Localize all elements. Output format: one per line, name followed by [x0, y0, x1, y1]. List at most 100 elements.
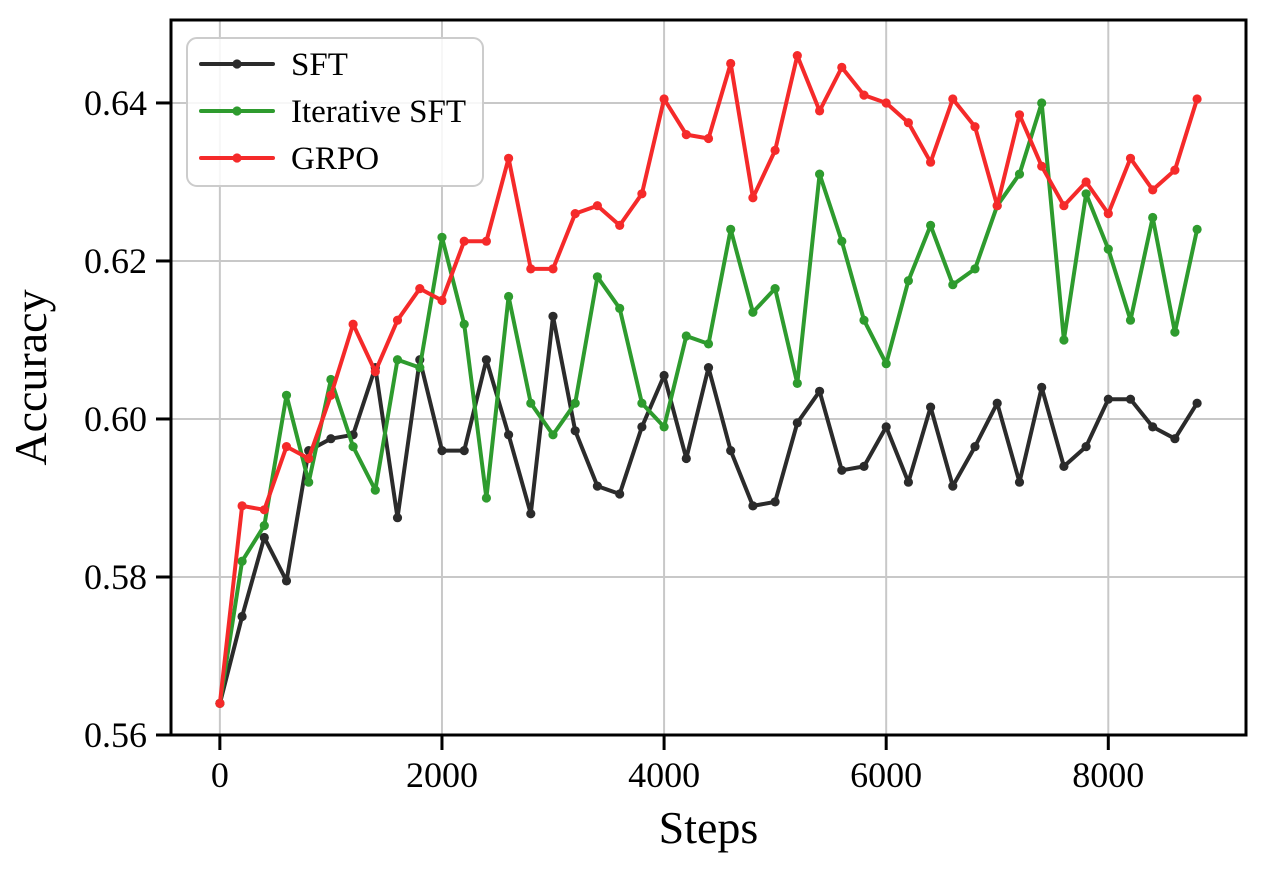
- legend-label-sft: SFT: [291, 47, 348, 83]
- legend-label-grpo: GRPO: [291, 141, 379, 177]
- data-point-sft: [903, 477, 914, 487]
- data-point-sft: [592, 481, 603, 491]
- data-point-grpo: [881, 98, 891, 108]
- data-point-sft: [837, 465, 847, 475]
- data-point-grpo: [215, 698, 225, 709]
- data-point-iterative-sft: [304, 477, 314, 487]
- data-point-iterative-sft: [637, 398, 647, 408]
- legend-box: [186, 37, 484, 187]
- data-point-iterative-sft: [1103, 244, 1113, 254]
- data-point-iterative-sft: [570, 398, 580, 408]
- data-point-iterative-sft: [859, 315, 869, 325]
- data-point-iterative-sft: [770, 284, 780, 294]
- data-point-iterative-sft: [1125, 315, 1136, 325]
- data-point-iterative-sft: [504, 291, 514, 302]
- x-tick-label: 8000: [1072, 755, 1144, 795]
- x-axis-label: Steps: [659, 802, 759, 853]
- data-point-grpo: [992, 201, 1002, 211]
- data-point-grpo: [481, 236, 491, 246]
- data-point-iterative-sft: [481, 493, 491, 503]
- data-point-grpo: [1081, 177, 1091, 187]
- data-point-iterative-sft: [615, 303, 625, 313]
- data-point-grpo: [281, 442, 292, 452]
- data-point-sft: [1170, 434, 1180, 444]
- data-point-sft: [637, 422, 647, 432]
- legend-marker: [232, 153, 242, 163]
- data-point-grpo: [970, 122, 980, 132]
- data-point-sft: [1059, 461, 1069, 471]
- y-tick-label: 0.56: [84, 715, 147, 755]
- data-point-iterative-sft: [437, 232, 447, 242]
- data-point-iterative-sft: [1081, 189, 1091, 199]
- legend-marker: [232, 59, 242, 69]
- data-point-sft: [659, 370, 669, 381]
- data-point-iterative-sft: [748, 307, 758, 317]
- data-point-grpo: [1014, 110, 1025, 120]
- data-point-iterative-sft: [1059, 335, 1069, 345]
- data-point-grpo: [504, 153, 514, 163]
- data-point-sft: [615, 489, 625, 499]
- data-point-sft: [237, 611, 247, 622]
- data-point-iterative-sft: [281, 390, 292, 400]
- data-point-iterative-sft: [703, 339, 714, 349]
- data-point-iterative-sft: [237, 556, 247, 566]
- data-point-iterative-sft: [1148, 212, 1158, 223]
- data-point-sft: [748, 501, 758, 511]
- data-point-grpo: [681, 130, 691, 140]
- data-point-sft: [970, 442, 980, 452]
- data-point-iterative-sft: [1037, 98, 1047, 108]
- data-point-iterative-sft: [459, 319, 469, 329]
- legend-marker: [232, 106, 242, 116]
- data-point-grpo: [304, 453, 314, 464]
- data-point-grpo: [703, 133, 714, 144]
- data-point-sft: [259, 532, 269, 543]
- data-point-sft: [948, 481, 958, 491]
- data-point-sft: [681, 453, 691, 464]
- data-point-sft: [1103, 394, 1113, 404]
- data-point-grpo: [526, 264, 536, 274]
- data-point-grpo: [615, 220, 625, 230]
- data-point-iterative-sft: [926, 220, 936, 230]
- data-point-sft: [1081, 442, 1091, 452]
- data-point-sft: [326, 434, 336, 444]
- data-point-sft: [548, 311, 558, 321]
- data-point-grpo: [659, 94, 669, 104]
- data-point-grpo: [926, 157, 936, 167]
- data-point-sft: [570, 426, 580, 436]
- data-point-sft: [1014, 477, 1025, 487]
- data-point-grpo: [570, 209, 580, 219]
- data-point-grpo: [237, 501, 247, 511]
- data-point-sft: [1125, 394, 1136, 404]
- data-point-grpo: [437, 295, 447, 306]
- y-tick-label: 0.60: [84, 399, 147, 439]
- data-point-sft: [504, 430, 514, 440]
- data-point-grpo: [392, 315, 403, 325]
- data-point-iterative-sft: [881, 359, 891, 369]
- data-point-grpo: [1148, 185, 1158, 195]
- data-point-grpo: [1103, 209, 1113, 219]
- data-point-grpo: [770, 145, 780, 155]
- data-point-sft: [770, 497, 780, 507]
- data-point-grpo: [815, 106, 825, 116]
- data-point-sft: [1192, 398, 1202, 408]
- data-point-sft: [1148, 422, 1158, 432]
- data-point-grpo: [748, 193, 758, 203]
- data-point-grpo: [548, 264, 558, 274]
- data-point-grpo: [903, 118, 914, 128]
- data-point-iterative-sft: [1170, 327, 1180, 337]
- x-tick-label: 2000: [406, 755, 478, 795]
- data-point-sft: [1037, 382, 1047, 392]
- data-point-iterative-sft: [526, 398, 536, 408]
- data-point-sft: [459, 446, 469, 456]
- data-point-grpo: [592, 201, 603, 211]
- data-point-grpo: [1170, 165, 1180, 175]
- data-point-grpo: [837, 62, 847, 72]
- data-point-grpo: [1125, 153, 1136, 163]
- x-tick-label: 0: [211, 755, 229, 795]
- data-point-sft: [437, 446, 447, 456]
- data-point-grpo: [726, 58, 736, 69]
- y-axis-label: Accuracy: [5, 289, 56, 465]
- data-point-sft: [481, 355, 491, 365]
